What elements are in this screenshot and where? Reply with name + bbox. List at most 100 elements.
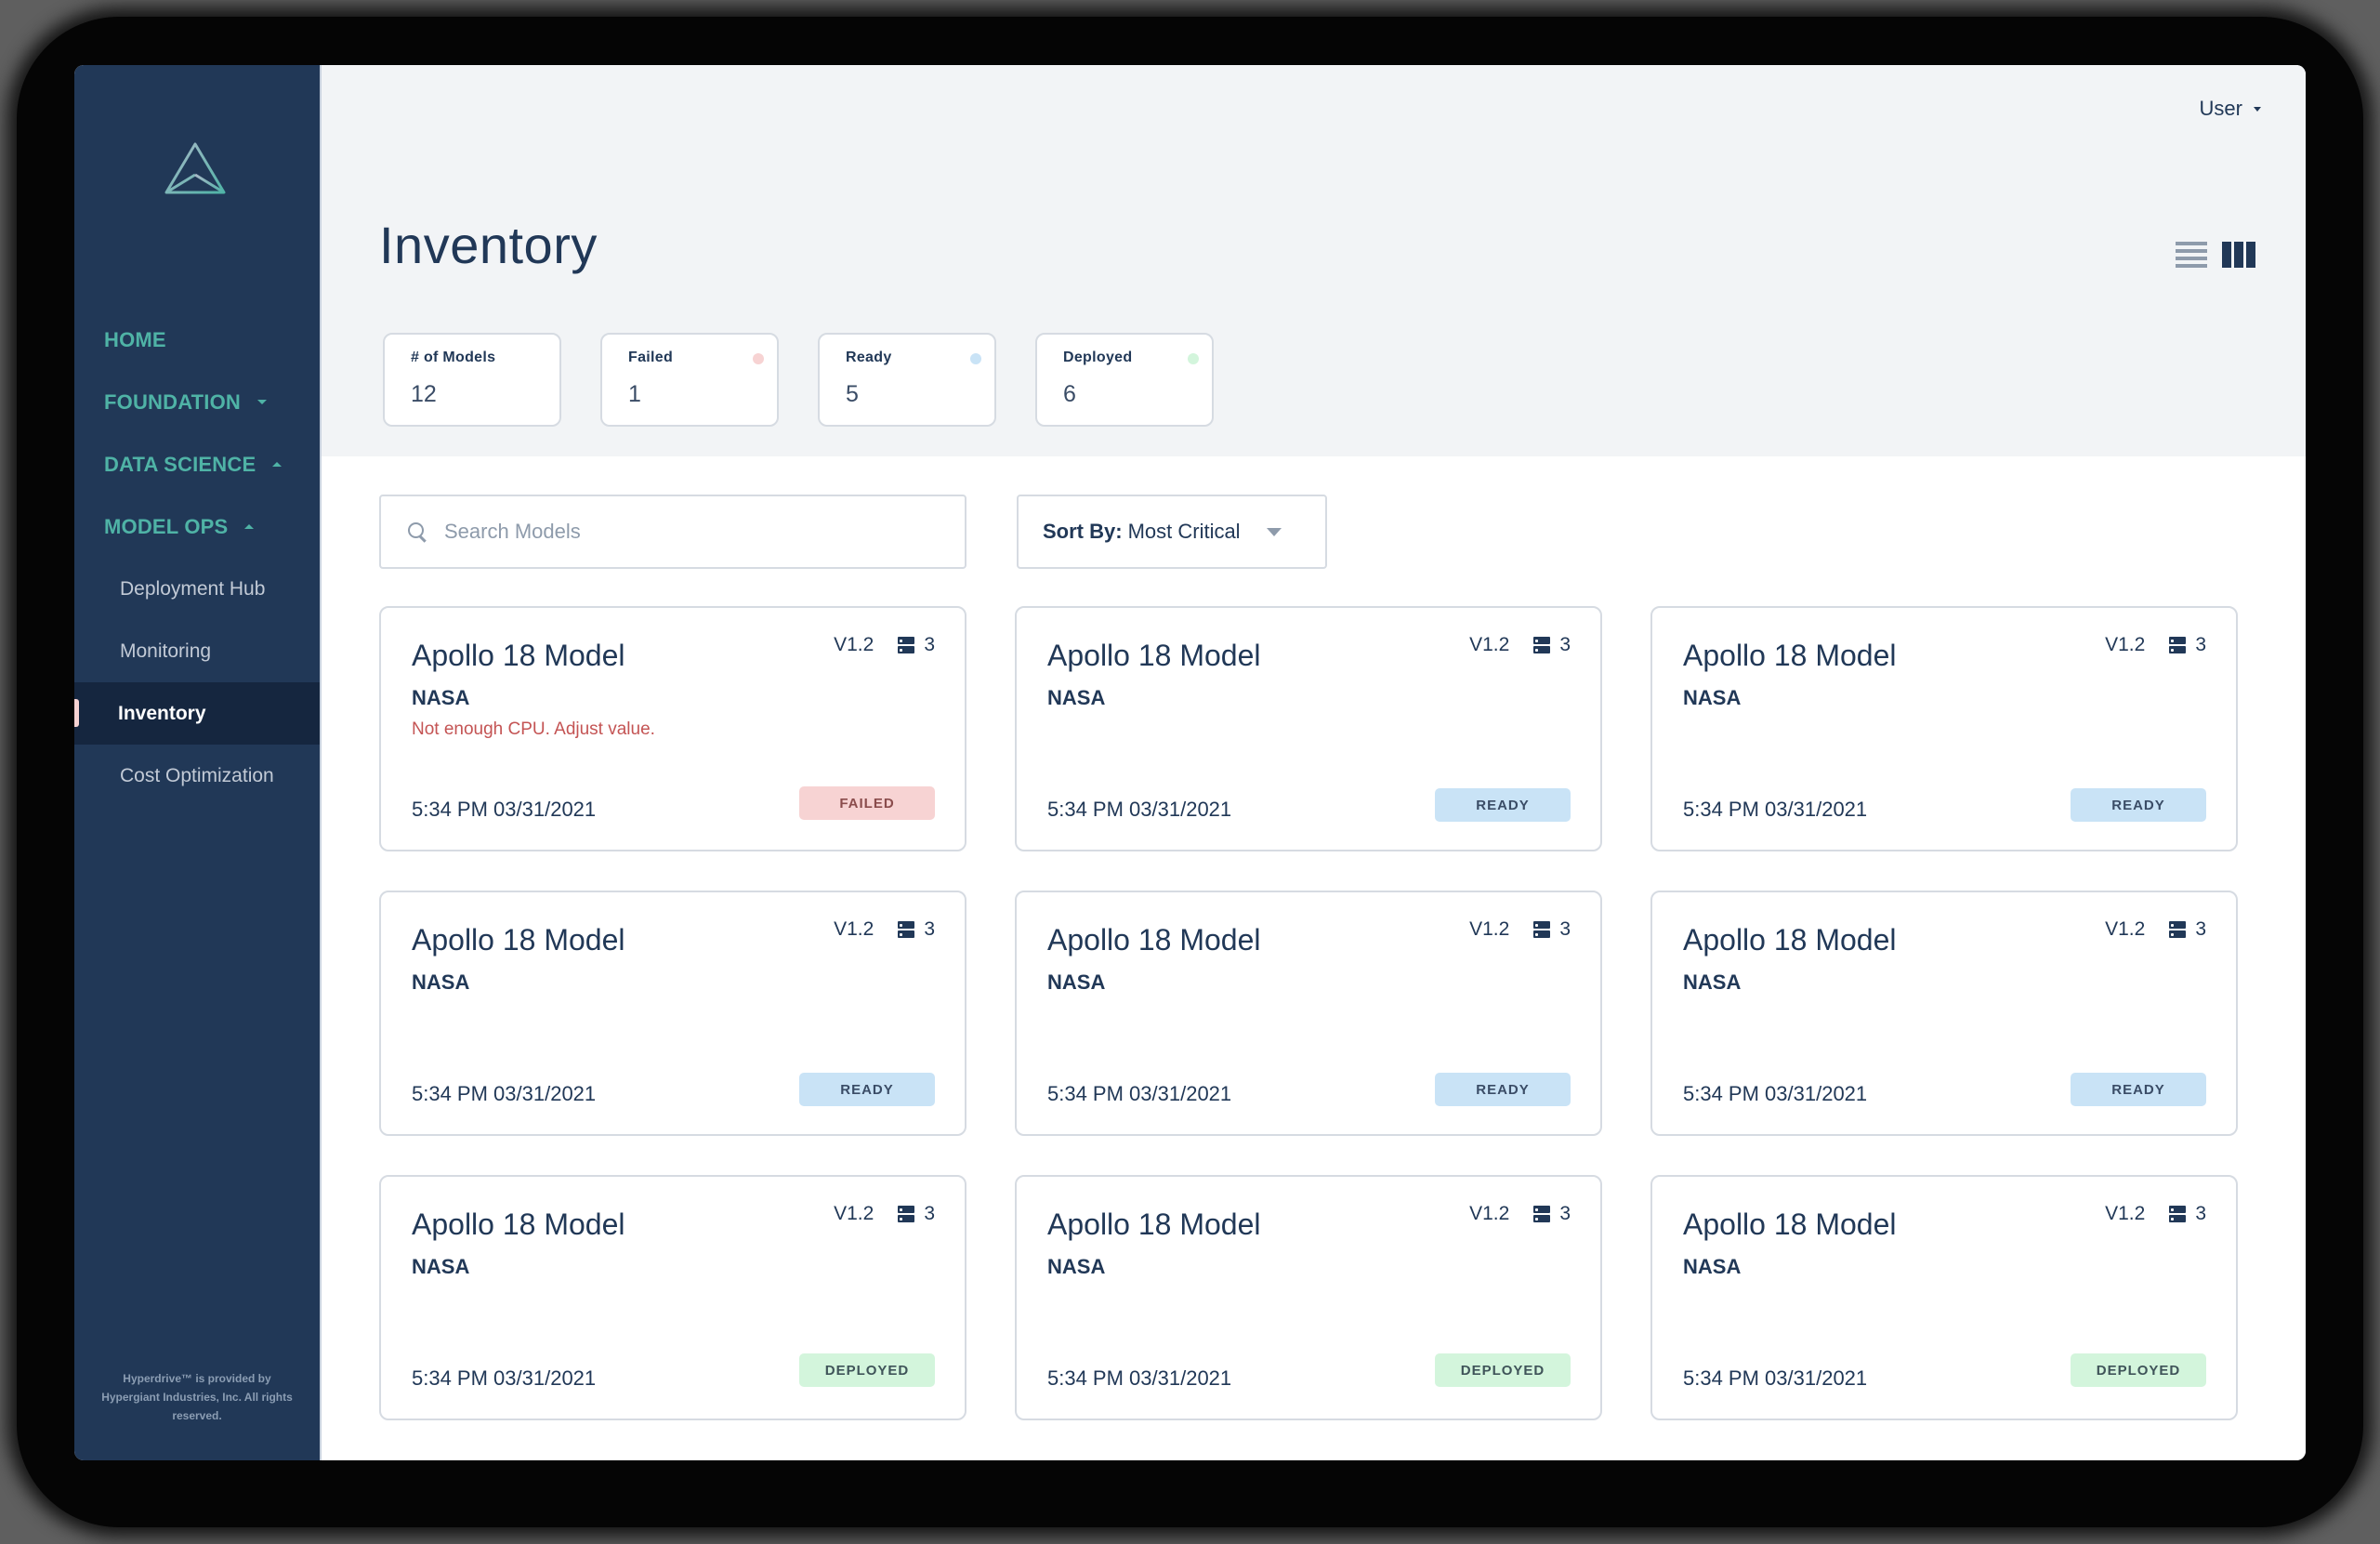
model-org: NASA [1047, 970, 1106, 994]
model-timestamp: 5:34 PM 03/31/2021 [1047, 798, 1232, 821]
model-version: V1.2 [2105, 1203, 2146, 1224]
server-count: 3 [2195, 918, 2206, 940]
nav-item-data-science[interactable]: DATA SCIENCE [74, 433, 320, 495]
server-count: 3 [2195, 1203, 2206, 1224]
server-icon [898, 1206, 915, 1222]
model-card[interactable]: Apollo 18 Model NASA V1.2 3 5:34 PM 03/3… [1015, 606, 1602, 851]
stat-card-models: # of Models 12 [383, 333, 561, 427]
model-org: NASA [412, 686, 470, 709]
model-version: V1.2 [1469, 1203, 1510, 1224]
model-meta: V1.2 3 [834, 634, 935, 656]
model-card[interactable]: Apollo 18 Model NASA V1.2 3 5:34 PM 03/3… [1650, 1175, 2238, 1420]
stat-label: # of Models [411, 350, 496, 365]
nav-item-label: Cost Optimization [120, 764, 274, 786]
nav-item-label: Monitoring [120, 640, 212, 662]
nav-item-monitoring[interactable]: Monitoring [74, 620, 320, 682]
status-badge: DEPLOYED [2071, 1353, 2206, 1387]
toolbar: Sort By: Most Critical [379, 495, 1327, 569]
failed-status-dot-icon [753, 353, 764, 364]
ready-status-dot-icon [970, 353, 981, 364]
sidebar: HOME FOUNDATION DATA SCIENCE MODEL OPS D… [74, 65, 322, 1460]
nav-item-label: MODEL OPS [104, 514, 229, 538]
status-badge: READY [799, 1073, 935, 1106]
server-icon [2169, 1206, 2187, 1222]
model-name: Apollo 18 Model [1683, 639, 1897, 672]
chevron-up-icon [244, 524, 255, 529]
stat-label: Failed [628, 350, 674, 365]
server-icon [898, 637, 915, 653]
model-version: V1.2 [1469, 634, 1510, 655]
search-icon [407, 521, 427, 542]
sort-dropdown[interactable]: Sort By: Most Critical [1017, 495, 1327, 569]
nav-item-home[interactable]: HOME [74, 309, 320, 371]
sort-value: Most Critical [1127, 520, 1241, 543]
stat-value: 12 [411, 381, 437, 407]
search-box[interactable] [379, 495, 966, 569]
model-timestamp: 5:34 PM 03/31/2021 [412, 1082, 597, 1105]
model-org: NASA [1683, 970, 1742, 994]
list-view-icon[interactable] [2176, 242, 2207, 268]
model-name: Apollo 18 Model [1047, 1207, 1261, 1241]
copyright-note: Hyperdrive™ is provided by Hypergiant In… [101, 1372, 293, 1422]
model-meta: V1.2 3 [834, 1203, 935, 1225]
stat-value: 1 [628, 381, 641, 407]
nav-item-inventory[interactable]: Inventory [74, 682, 320, 745]
nav-item-label: HOME [104, 327, 166, 351]
model-timestamp: 5:34 PM 03/31/2021 [1683, 798, 1868, 821]
model-card[interactable]: Apollo 18 Model NASA V1.2 3 5:34 PM 03/3… [1650, 606, 2238, 851]
nav-item-label: Inventory [118, 702, 206, 724]
view-toggle-group [2176, 242, 2255, 268]
stat-value: 5 [846, 381, 859, 407]
model-meta: V1.2 3 [1469, 634, 1571, 656]
model-org: NASA [1683, 1255, 1742, 1278]
model-meta: V1.2 3 [2105, 1203, 2206, 1225]
deployed-status-dot-icon [1188, 353, 1199, 364]
model-card-grid: Apollo 18 Model NASA Not enough CPU. Adj… [379, 606, 2238, 1420]
model-org: NASA [412, 1255, 470, 1278]
stats-row: # of Models 12 Failed 1 Ready 5 Deployed… [383, 333, 1214, 427]
search-input[interactable] [444, 520, 927, 544]
model-meta: V1.2 3 [1469, 1203, 1571, 1225]
chevron-up-icon [272, 462, 283, 467]
caret-down-icon [1266, 527, 1282, 536]
server-count: 3 [2195, 634, 2206, 655]
model-version: V1.2 [834, 634, 874, 655]
nav-item-cost-optimization[interactable]: Cost Optimization [74, 745, 320, 807]
server-icon [1533, 637, 1551, 653]
model-name: Apollo 18 Model [1683, 1207, 1897, 1241]
status-badge: READY [2071, 788, 2206, 822]
server-count: 3 [924, 918, 935, 940]
grid-view-icon[interactable] [2222, 242, 2255, 268]
model-name: Apollo 18 Model [412, 1207, 625, 1241]
model-card[interactable]: Apollo 18 Model NASA V1.2 3 5:34 PM 03/3… [1650, 891, 2238, 1136]
model-version: V1.2 [2105, 918, 2146, 940]
model-name: Apollo 18 Model [1683, 923, 1897, 957]
stat-label: Ready [846, 350, 892, 365]
model-org: NASA [1047, 686, 1106, 709]
status-badge: READY [1435, 1073, 1571, 1106]
page-header: User Inventory # of Models 12 Failed [322, 65, 2306, 456]
model-name: Apollo 18 Model [412, 639, 625, 672]
nav-item-label: FOUNDATION [104, 389, 242, 414]
model-meta: V1.2 3 [2105, 634, 2206, 656]
stat-card-ready: Ready 5 [818, 333, 996, 427]
user-menu-label: User [2199, 97, 2242, 120]
main-content: User Inventory # of Models 12 Failed [322, 65, 2306, 1460]
model-card[interactable]: Apollo 18 Model NASA V1.2 3 5:34 PM 03/3… [379, 1175, 966, 1420]
model-version: V1.2 [2105, 634, 2146, 655]
model-card[interactable]: Apollo 18 Model NASA Not enough CPU. Adj… [379, 606, 966, 851]
nav-item-deployment-hub[interactable]: Deployment Hub [74, 558, 320, 620]
model-card[interactable]: Apollo 18 Model NASA V1.2 3 5:34 PM 03/3… [1015, 891, 1602, 1136]
server-count: 3 [1559, 634, 1571, 655]
server-count: 3 [924, 1203, 935, 1224]
user-menu[interactable]: User [2200, 97, 2261, 121]
model-error-message: Not enough CPU. Adjust value. [412, 719, 655, 739]
model-card[interactable]: Apollo 18 Model NASA V1.2 3 5:34 PM 03/3… [1015, 1175, 1602, 1420]
nav-item-model-ops[interactable]: MODEL OPS [74, 495, 320, 558]
model-version: V1.2 [1469, 918, 1510, 940]
sidebar-nav: HOME FOUNDATION DATA SCIENCE MODEL OPS D… [74, 309, 320, 807]
nav-item-foundation[interactable]: FOUNDATION [74, 371, 320, 433]
status-badge: DEPLOYED [799, 1353, 935, 1387]
model-name: Apollo 18 Model [412, 923, 625, 957]
model-card[interactable]: Apollo 18 Model NASA V1.2 3 5:34 PM 03/3… [379, 891, 966, 1136]
